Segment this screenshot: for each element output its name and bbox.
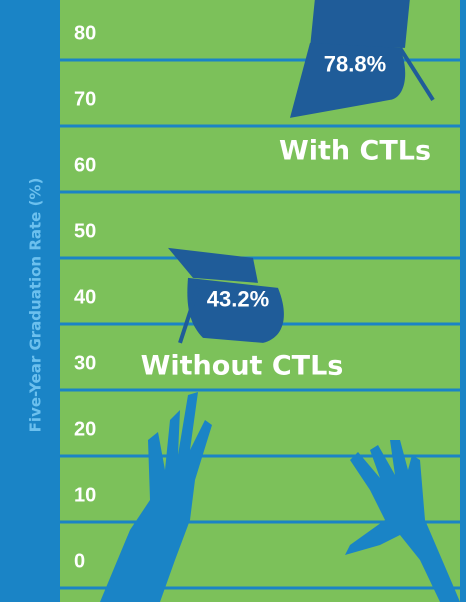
graduation-cap — [290, 0, 435, 118]
hands — [100, 392, 460, 602]
y-tick-label: 0 — [74, 550, 85, 572]
cap-body — [290, 42, 406, 118]
cap-board — [168, 247, 258, 283]
value-label: 43.2% — [207, 287, 269, 312]
category-label: Without CTLs — [141, 350, 344, 381]
y-tick-label: 30 — [74, 352, 96, 374]
y-axis-label: Five-Year Graduation Rate (%) — [27, 178, 45, 433]
cap-board — [310, 0, 410, 48]
cap-tassel — [178, 287, 200, 344]
y-tick-label: 10 — [74, 484, 96, 506]
value-label: 78.8% — [324, 52, 386, 77]
y-tick-label: 50 — [74, 220, 96, 242]
y-tick-label: 20 — [74, 418, 96, 440]
y-tick-label: 60 — [74, 154, 96, 176]
graduation-cap — [168, 247, 284, 344]
y-tick-label: 80 — [74, 22, 96, 44]
y-tick-label: 70 — [74, 88, 96, 110]
right-hand — [345, 440, 460, 602]
cap-body — [187, 277, 284, 343]
cap-tassel — [398, 46, 435, 101]
y-tick-label: 40 — [74, 286, 96, 308]
left-hand — [100, 392, 212, 602]
category-label: With CTLs — [279, 135, 431, 166]
